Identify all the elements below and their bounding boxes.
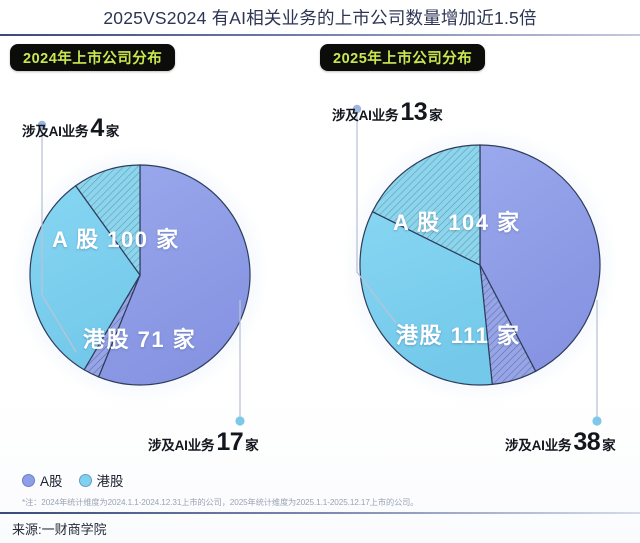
callout-2025-ashare-ai-value: 13	[400, 98, 428, 126]
callout-2024-hk-ai: 涉及AI业务 17 家	[148, 428, 259, 457]
leader-dot-2025-ashare-ai	[352, 104, 362, 114]
callout-2025-ashare-ai: 涉及AI业务 13 家	[332, 98, 443, 127]
callout-2024-ashare-ai: 涉及AI业务 4 家	[22, 114, 119, 143]
pie-charts-svg	[12, 104, 618, 426]
callout-2025-ashare-ai-unit: 家	[429, 108, 443, 123]
slice-2024-hk-ai	[74, 164, 141, 277]
page-title: 2025VS2024 有AI相关业务的上市公司数量增加近1.5倍	[103, 8, 537, 28]
pie-2025	[342, 127, 618, 403]
legend-swatch-hk	[78, 473, 92, 487]
leader-dot-2024-ashare-ai	[37, 120, 47, 130]
legend-label-hk: 港股	[96, 474, 124, 489]
badge-2025-distribution: 2025年上市公司分布	[320, 44, 486, 71]
callout-2025-hk-ai-unit: 家	[602, 438, 616, 453]
callout-2024-ashare-ai-text: 涉及AI业务	[22, 124, 89, 139]
slice-label-2024-ashare: A 股 100 家	[52, 227, 180, 252]
leader-dot-2025-hk-ai	[592, 416, 602, 426]
title-divider	[0, 34, 640, 36]
footer-divider	[0, 512, 640, 514]
title-bar: 2025VS2024 有AI相关业务的上市公司数量增加近1.5倍	[0, 0, 640, 35]
callout-2024-ashare-ai-unit: 家	[105, 124, 120, 139]
leader-dot-2024-hk-ai	[235, 416, 245, 426]
slice-2024-ashare-main	[97, 164, 251, 386]
legend: A股 港股	[22, 470, 124, 490]
slice-2025-hk-ai	[371, 144, 481, 266]
legend-item-ashare: A股	[22, 470, 63, 490]
callout-2024-hk-ai-value: 17	[216, 428, 244, 456]
slice-label-2025-ashare: A 股 104 家	[393, 210, 521, 235]
callout-2025-hk-ai-value: 38	[573, 428, 601, 456]
leader-lines	[37, 104, 602, 426]
callout-2025-hk-ai-text: 涉及AI业务	[505, 438, 572, 453]
legend-label-ashare: A股	[40, 474, 63, 489]
slice-2024-hk-main	[29, 184, 141, 371]
leader-2025-ashare-ai	[356, 112, 397, 324]
legend-swatch-ashare	[22, 473, 35, 487]
callout-2024-hk-ai-text: 涉及AI业务	[148, 438, 215, 453]
footnote: *注：2024年统计维度为2024.1.1-2024.12.31上市的公司，20…	[22, 498, 419, 507]
slice-label-2024-hk: 港股 71 家	[83, 327, 197, 352]
badge-2024-distribution: 2024年上市公司分布	[10, 44, 176, 71]
leader-2024-ashare-ai	[41, 128, 77, 353]
callout-2024-ashare-ai-value: 4	[90, 114, 104, 142]
source-label: 来源:一财商学院	[12, 522, 107, 537]
badge-2024-label: 2024年上市公司分布	[23, 51, 163, 67]
legend-item-hk: 港股	[78, 470, 124, 490]
slice-label-2025-hk: 港股 111 家	[396, 323, 521, 348]
callout-2025-ashare-ai-text: 涉及AI业务	[332, 108, 399, 123]
pie-2024-render	[29, 164, 251, 386]
charts-container: A 股 100 家 港股 71 家 A 股 104 家 港股 111 家 涉及A…	[12, 98, 618, 457]
badge-2025-label: 2025年上市公司分布	[333, 51, 473, 67]
callout-2024-hk-ai-unit: 家	[245, 438, 259, 453]
slice-2025-ashare-main	[479, 144, 601, 373]
callout-2025-hk-ai: 涉及AI业务 38 家	[505, 428, 616, 457]
